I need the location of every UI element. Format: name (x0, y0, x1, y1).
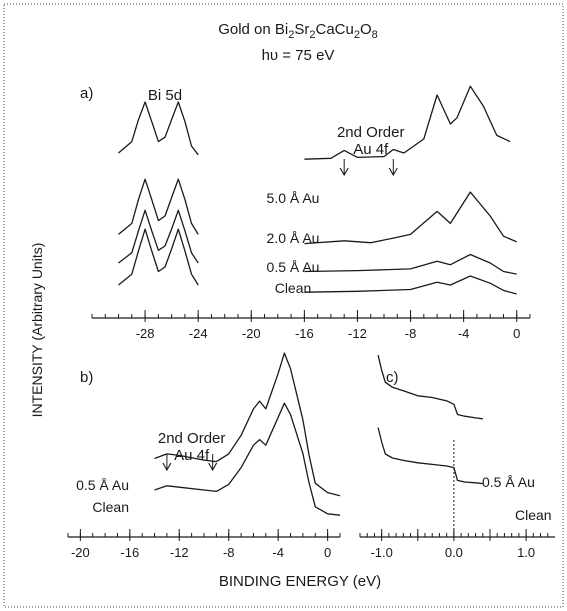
x-tick-label: 1.0 (517, 545, 535, 560)
annotation-text: Bi 5d (148, 87, 182, 104)
series-line-1-seg0 (118, 178, 199, 235)
x-tick-label: -28 (136, 326, 155, 341)
series-line-2-seg1 (304, 253, 517, 275)
panel-label-c: c) (386, 369, 399, 386)
x-tick-label: 0 (513, 326, 520, 341)
series-line-1-seg1 (304, 191, 517, 245)
x-tick-label: -12 (348, 326, 367, 341)
x-tick-label: 0.0 (445, 545, 463, 560)
x-tick-label: -24 (189, 326, 208, 341)
series-label: 0.5 Å Au (482, 474, 535, 490)
annotation-text: 2nd Order (337, 124, 405, 141)
series-line-1 (154, 402, 341, 516)
annotation-arrowhead (162, 462, 172, 472)
figure-title-line1: Gold on Bi2Sr2CaCu2O8 (218, 21, 378, 41)
panel-label-b: b) (80, 369, 93, 386)
series-line-3-seg1 (304, 275, 517, 295)
x-tick-label: -12 (170, 545, 189, 560)
y-axis-label: INTENSITY (Arbitrary Units) (29, 243, 45, 418)
annotation-arrowhead (339, 167, 349, 177)
x-tick-label: -4 (458, 326, 470, 341)
x-tick-label: -8 (405, 326, 417, 341)
x-tick-label: -16 (295, 326, 314, 341)
annotation-text: 2nd Order (158, 430, 226, 447)
x-tick-label: -20 (71, 545, 90, 560)
series-line-1 (377, 427, 483, 485)
figure-border (3, 3, 564, 608)
x-tick-label: 0 (324, 545, 331, 560)
series-line-2-seg0 (118, 209, 199, 264)
annotation-arrowhead (208, 462, 218, 472)
x-tick-label: -8 (223, 545, 235, 560)
series-label: 0.5 Å Au (76, 477, 129, 493)
x-tick-label: -1.0 (370, 545, 392, 560)
series-line-0 (377, 354, 483, 420)
x-axis-label: BINDING ENERGY (eV) (219, 573, 381, 590)
annotation-text: Au 4f (174, 447, 210, 464)
panel-label-a: a) (80, 85, 93, 102)
series-label: Clean (92, 499, 129, 515)
series-line-0-seg0 (118, 101, 199, 156)
series-line-0-seg1 (304, 85, 511, 160)
series-label: 2.0 Å Au (267, 230, 320, 246)
x-tick-label: -20 (242, 326, 261, 341)
x-tick-label: -16 (120, 545, 139, 560)
x-tick-label: -4 (272, 545, 284, 560)
panel-c: c) -1.0 0.0 1.0 0.5 Å Au Clean (359, 354, 555, 560)
series-label: 5.0 Å Au (267, 190, 320, 206)
panel-b: b) -20 -16 -12 -8 -4 0 0.5 Å Au Clean 2nd OrderAu… (67, 352, 341, 560)
annotation-arrowhead (388, 167, 398, 177)
annotation-text: Au 4f (353, 141, 389, 158)
series-label: Clean (275, 280, 312, 296)
series-line-3-seg0 (118, 228, 199, 286)
panel-a: a) -28 -24 -20 -16 -12 -8 -4 0 5.0 Å Au 2.0 Å Au 0.… (80, 85, 531, 341)
figure-title-line2: hυ = 75 eV (262, 47, 335, 64)
series-label: 0.5 Å Au (267, 259, 320, 275)
series-line-0 (154, 352, 341, 497)
series-label: Clean (515, 507, 552, 523)
